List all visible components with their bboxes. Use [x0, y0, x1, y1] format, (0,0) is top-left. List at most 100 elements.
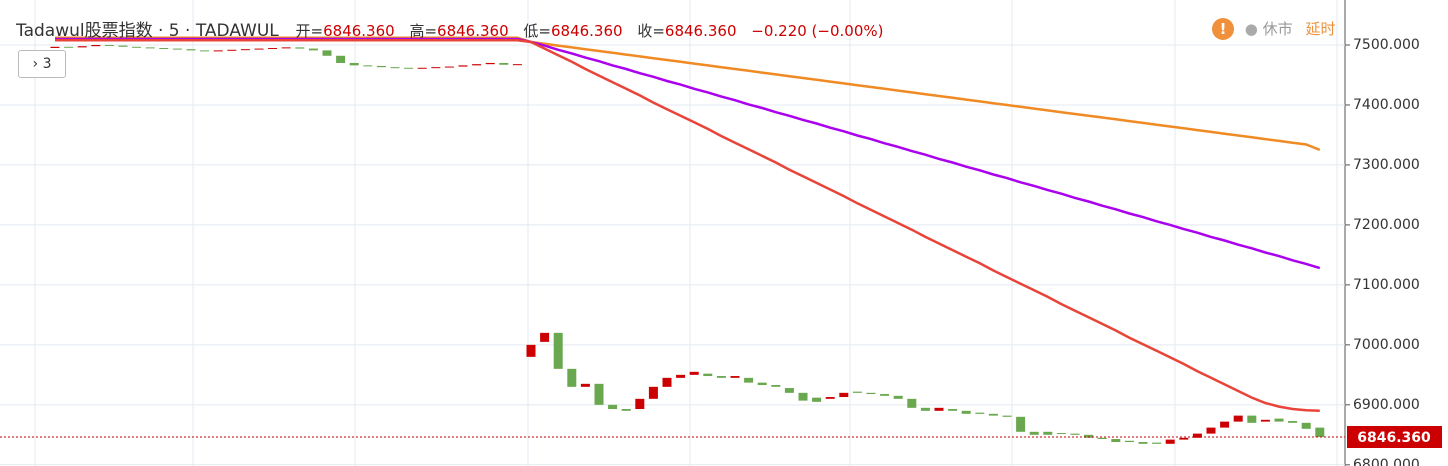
indicator-toggle[interactable]: › 3: [18, 50, 66, 78]
candle-body: [118, 45, 128, 47]
candle-body: [771, 385, 781, 387]
candle-body: [880, 394, 890, 396]
candle-body: [812, 397, 822, 402]
candle-body: [363, 65, 373, 67]
ohlc-value: 6846.360: [550, 22, 623, 40]
candle-body: [1111, 439, 1121, 443]
last-price-label: 6846.360: [1357, 430, 1431, 446]
v-grid: [34, 0, 1338, 466]
legend-header: Tadawul股票指数 · 5 · TADAWUL 开=6846.360 高=6…: [16, 16, 893, 41]
candle-body: [132, 46, 142, 48]
candle-body: [159, 47, 169, 49]
y-tick-label: 6800.000: [1353, 457, 1420, 466]
candle-body: [1097, 437, 1107, 440]
candle-body: [499, 62, 509, 65]
market-status: ! ● 休市 延时: [1212, 18, 1335, 40]
ohlc-key: 开=: [295, 22, 324, 40]
candle-body: [172, 48, 182, 50]
candle-body: [349, 62, 359, 66]
candle-body: [716, 376, 726, 378]
candle-body: [594, 383, 604, 405]
candle-body: [852, 391, 862, 393]
ma-line: [55, 36, 1321, 152]
candle-body: [621, 409, 631, 411]
candle-body: [376, 65, 386, 68]
y-tick-label: 7400.000: [1353, 97, 1420, 113]
candle-body: [417, 67, 427, 69]
candle-body: [1165, 439, 1175, 444]
candle-body: [961, 410, 971, 414]
candle-body: [866, 392, 876, 395]
candle-body: [975, 412, 985, 414]
candle-body: [1043, 431, 1053, 435]
candle-body: [1152, 442, 1162, 444]
candle-body: [1274, 418, 1284, 422]
candle-body: [1220, 421, 1230, 428]
candle-body: [784, 388, 794, 393]
candle-body: [948, 409, 958, 411]
ma-line: [55, 38, 1320, 413]
ohlc-value: 6846.360: [437, 22, 509, 40]
candle-body: [1124, 440, 1134, 443]
candle-body: [512, 64, 522, 66]
delay[interactable]: 延时: [1305, 20, 1336, 38]
candle-body: [404, 67, 414, 69]
ohlc-value: 6846.360: [664, 22, 737, 40]
candle-body: [757, 382, 767, 386]
candle-body: [91, 44, 101, 47]
candle-body: [1315, 427, 1325, 437]
y-tick-label: 7200.000: [1353, 217, 1420, 233]
y-tick-label: 7000.000: [1353, 337, 1420, 353]
alert-icon[interactable]: !: [1212, 18, 1234, 40]
ohlc-value: 6846.360: [323, 22, 395, 40]
candle-body: [444, 66, 454, 68]
candle-body: [648, 386, 658, 399]
candle-body: [1002, 415, 1012, 417]
candle-body: [1056, 433, 1066, 435]
candle-body: [839, 392, 849, 398]
candle-body: [1233, 415, 1243, 422]
candle-body: [213, 50, 223, 52]
ohlc-key: 收=: [637, 22, 665, 40]
candle-body: [825, 397, 835, 399]
candle-body: [1206, 427, 1216, 434]
candle-body: [77, 46, 87, 48]
candle-body: [322, 50, 332, 56]
candle-body: [431, 67, 441, 69]
candle-body: [1301, 422, 1311, 429]
candle-body: [458, 65, 468, 67]
ohlc-key: 高=: [409, 22, 438, 40]
candle-body: [1192, 433, 1202, 438]
ma-line: [55, 37, 1321, 270]
candle-body: [1260, 419, 1270, 422]
candle-body: [64, 46, 74, 48]
symbol: Tadawul股票指数 · 5 · TADAWUL: [16, 21, 279, 41]
candle-body: [472, 64, 482, 66]
candle-body: [227, 49, 237, 51]
candle-body: [390, 67, 400, 69]
candle-body: [988, 413, 998, 416]
candle-body: [268, 47, 278, 49]
candle-body: [703, 373, 713, 377]
status-dot: ●: [1244, 20, 1258, 38]
candle-body: [1084, 434, 1094, 438]
candle-body: [1179, 437, 1189, 440]
candle-body: [186, 49, 196, 51]
last-price-box: [1347, 425, 1442, 448]
y-tick-label: 7100.000: [1353, 277, 1420, 293]
candle-body: [744, 377, 754, 383]
candle-body: [907, 398, 917, 408]
candle-body: [553, 332, 563, 369]
candle-body: [1288, 421, 1298, 423]
candle-body: [608, 404, 618, 410]
candle-body: [893, 395, 903, 399]
y-tick-label: 6900.000: [1353, 397, 1420, 413]
candle-body: [920, 407, 930, 411]
candle-body: [145, 47, 155, 49]
candle-body: [485, 62, 495, 65]
candle-body: [1247, 415, 1257, 423]
change: −0.220 (−0.00%): [751, 22, 884, 40]
candle-body: [540, 332, 550, 342]
